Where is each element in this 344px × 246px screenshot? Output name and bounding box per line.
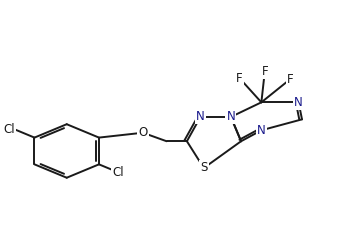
Text: N: N [257, 124, 266, 137]
Text: O: O [138, 126, 148, 139]
Text: N: N [196, 110, 205, 123]
Text: F: F [261, 65, 268, 78]
Text: S: S [200, 161, 207, 174]
Text: Cl: Cl [112, 166, 124, 179]
Text: Cl: Cl [4, 123, 15, 136]
Text: N: N [294, 96, 303, 109]
Text: F: F [236, 72, 243, 85]
Text: F: F [287, 73, 293, 86]
Text: N: N [227, 110, 235, 123]
